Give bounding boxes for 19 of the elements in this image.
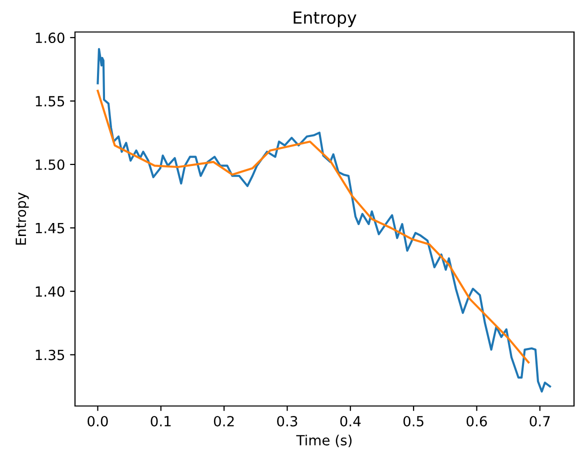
- line-series: [96, 48, 552, 393]
- y-tick-label: 1.55: [36, 96, 64, 106]
- x-tick-label: 0.1: [150, 416, 171, 426]
- x-tick-label: 0.4: [340, 416, 361, 426]
- chart-title: Entropy: [294, 12, 356, 28]
- x-tick-label: 0.2: [214, 416, 234, 426]
- x-tick-label: 0.5: [403, 416, 424, 426]
- x-axis-title: Time (s): [296, 434, 352, 448]
- y-tick-label: 1.40: [36, 286, 64, 297]
- line-series: [96, 90, 530, 364]
- x-tick-label: 0.7: [530, 416, 550, 426]
- y-tick-label: 1.45: [36, 223, 64, 234]
- y-axis-title: Entropy: [16, 192, 29, 245]
- x-tick-label: 0.3: [277, 416, 298, 426]
- y-tick-label: 1.50: [36, 159, 64, 170]
- y-tick-label: 1.35: [36, 350, 64, 360]
- x-tick-label: 0.0: [88, 416, 108, 426]
- x-tick-label: 0.6: [466, 416, 487, 426]
- y-tick-label: 1.60: [36, 32, 64, 44]
